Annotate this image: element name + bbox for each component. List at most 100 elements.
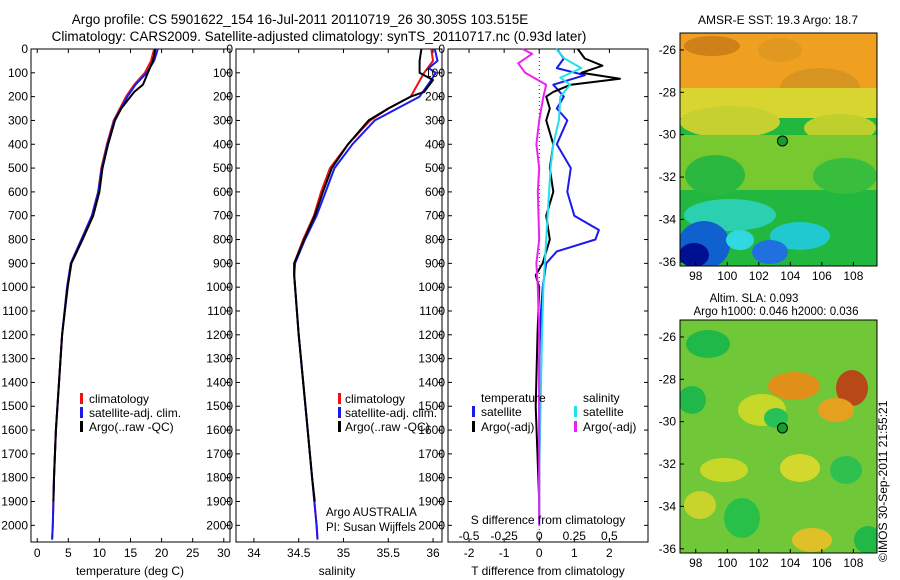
sst-map-title: AMSR-E SST: 19.3 Argo: 18.7: [698, 13, 858, 27]
sst-cold-patch: [752, 240, 788, 264]
depth-tick-label: 100: [213, 66, 233, 80]
sla-low-patch: [830, 456, 862, 484]
depth-tick-label: 1400: [418, 375, 445, 389]
sla-map-ticks: 98 100 102 104 106 108 -26 -28 -30 -32 -34 -36: [659, 330, 864, 570]
depth-tick-label: 900: [8, 256, 28, 270]
sla-map-title-line1: Altim. SLA: 0.093: [710, 293, 799, 305]
depth-tick-label: 1700: [206, 447, 233, 461]
series-line-argo-raw-qc-: [52, 48, 157, 502]
lon-tick-label: 102: [749, 269, 769, 283]
depth-tick-label: 1500: [418, 399, 445, 413]
temperature-depth-ticks: 0100200300400500600700800900100011001200…: [1, 42, 230, 532]
legend-satellite-label: satellite-adj. clim.: [89, 406, 181, 420]
depth-tick-label: 100: [8, 66, 28, 80]
depth-tick-label: 0: [438, 42, 445, 56]
depth-tick-label: 1500: [206, 399, 233, 413]
lon-tick-label: 108: [843, 269, 863, 283]
depth-tick-label: 200: [213, 90, 233, 104]
t-difference-axis-label: T difference from climatology: [471, 564, 625, 578]
difference-axes-frame: [447, 48, 649, 543]
sla-mid-patch: [780, 454, 820, 482]
depth-tick-label: 300: [425, 113, 445, 127]
x-tick-label: -1: [499, 546, 510, 560]
legend-t-satellite-swatch: [472, 406, 475, 417]
figure-title-line2: Climatology: CARS2009. Satellite-adjuste…: [52, 29, 587, 44]
float-operator-label: Argo AUSTRALIA: [326, 507, 417, 519]
depth-tick-label: 500: [213, 161, 233, 175]
depth-tick-label: 0: [21, 42, 28, 56]
principal-investigator-label: PI: Susan Wijffels: [326, 522, 416, 534]
depth-tick-label: 800: [213, 233, 233, 247]
sla-low-patch: [854, 526, 877, 553]
depth-tick-label: 400: [213, 137, 233, 151]
depth-tick-label: 1000: [206, 280, 233, 294]
legend-satellite-swatch: [80, 407, 83, 418]
sst-heatmap: [680, 33, 877, 266]
sla-map-panel: Altim. SLA: 0.093 Argo h1000: 0.046 h200…: [659, 293, 878, 570]
x-tick-label: 0: [34, 546, 41, 560]
depth-tick-label: 2000: [418, 518, 445, 532]
legend-salinity-title: salinity: [583, 391, 620, 405]
salinity-legend: climatology satellite-adj. clim. Argo(..…: [338, 392, 437, 434]
sst-warm-patch: [684, 36, 740, 56]
depth-tick-label: 1900: [206, 495, 233, 509]
series-line-satellite: [538, 48, 600, 526]
sla-field-base: [680, 320, 877, 553]
x-tick-label: -2: [464, 546, 475, 560]
legend-climatology-label: climatology: [89, 392, 149, 406]
difference-legend: temperature salinity satellite Argo(-adj…: [472, 391, 636, 434]
lon-tick-label: 106: [812, 269, 832, 283]
s-difference-x-ticks: -0.5 -0.25 0 0.25 0.5: [459, 529, 618, 543]
depth-tick-label: 1400: [1, 375, 28, 389]
legend-s-argo-swatch: [574, 421, 577, 432]
x-tick-label: 30: [217, 546, 231, 560]
legend-argo-swatch: [338, 421, 341, 432]
depth-tick-label: 700: [425, 209, 445, 223]
depth-tick-label: 500: [8, 161, 28, 175]
sla-high-patch: [836, 370, 868, 406]
lat-tick-label: -34: [659, 212, 677, 226]
depth-tick-label: 1900: [1, 495, 28, 509]
legend-argo-label: Argo(..raw -QC): [345, 420, 430, 434]
series-line-satellite: [538, 48, 583, 526]
depth-tick-label: 400: [425, 137, 445, 151]
salinity-axes-frame: [235, 48, 443, 543]
depth-tick-label: 0: [226, 42, 233, 56]
sst-warm-patch: [758, 38, 802, 62]
lat-tick-label: -28: [659, 85, 677, 99]
sst-map-panel: AMSR-E SST: 19.3 Argo: 18.7 98 100 102 104 1…: [659, 13, 878, 283]
s-tick-label: 0.5: [601, 529, 618, 543]
s-tick-label: -0.25: [490, 529, 518, 543]
lon-tick-label: 104: [780, 556, 800, 570]
imos-timestamp: ©IMOS 30-Sep-2011 21:55:21: [876, 400, 890, 562]
lat-tick-label: -32: [659, 170, 677, 184]
depth-tick-label: 1900: [418, 495, 445, 509]
depth-tick-label: 1800: [418, 471, 445, 485]
legend-temperature-title: temperature: [481, 391, 546, 405]
s-difference-axis-label: S difference from climatology: [471, 513, 626, 527]
sst-green-patch: [813, 158, 877, 194]
sla-low-patch: [686, 330, 730, 358]
depth-tick-label: 900: [425, 256, 445, 270]
sla-low-patch: [680, 386, 706, 414]
depth-tick-label: 800: [8, 233, 28, 247]
depth-tick-label: 1100: [207, 304, 233, 318]
sla-high-patch: [818, 398, 854, 422]
depth-tick-label: 600: [8, 185, 28, 199]
sst-cold-patch: [680, 243, 709, 266]
depth-tick-label: 1400: [206, 375, 233, 389]
legend-t-argo-swatch: [472, 421, 475, 432]
x-tick-label: 1: [571, 546, 578, 560]
depth-tick-label: 800: [425, 233, 445, 247]
sst-map-ticks: 98 100 102 104 106 108 -26 -28 -30 -32 -34 -36: [659, 43, 864, 283]
lon-tick-label: 100: [717, 556, 737, 570]
depth-tick-label: 200: [425, 90, 445, 104]
sst-yellow-patch: [680, 106, 780, 138]
depth-tick-label: 900: [213, 256, 233, 270]
depth-tick-label: 1700: [1, 447, 28, 461]
sla-mid-patch: [684, 491, 716, 519]
lon-tick-label: 98: [689, 269, 703, 283]
depth-tick-label: 600: [213, 185, 233, 199]
sst-cool-patch: [726, 230, 754, 250]
